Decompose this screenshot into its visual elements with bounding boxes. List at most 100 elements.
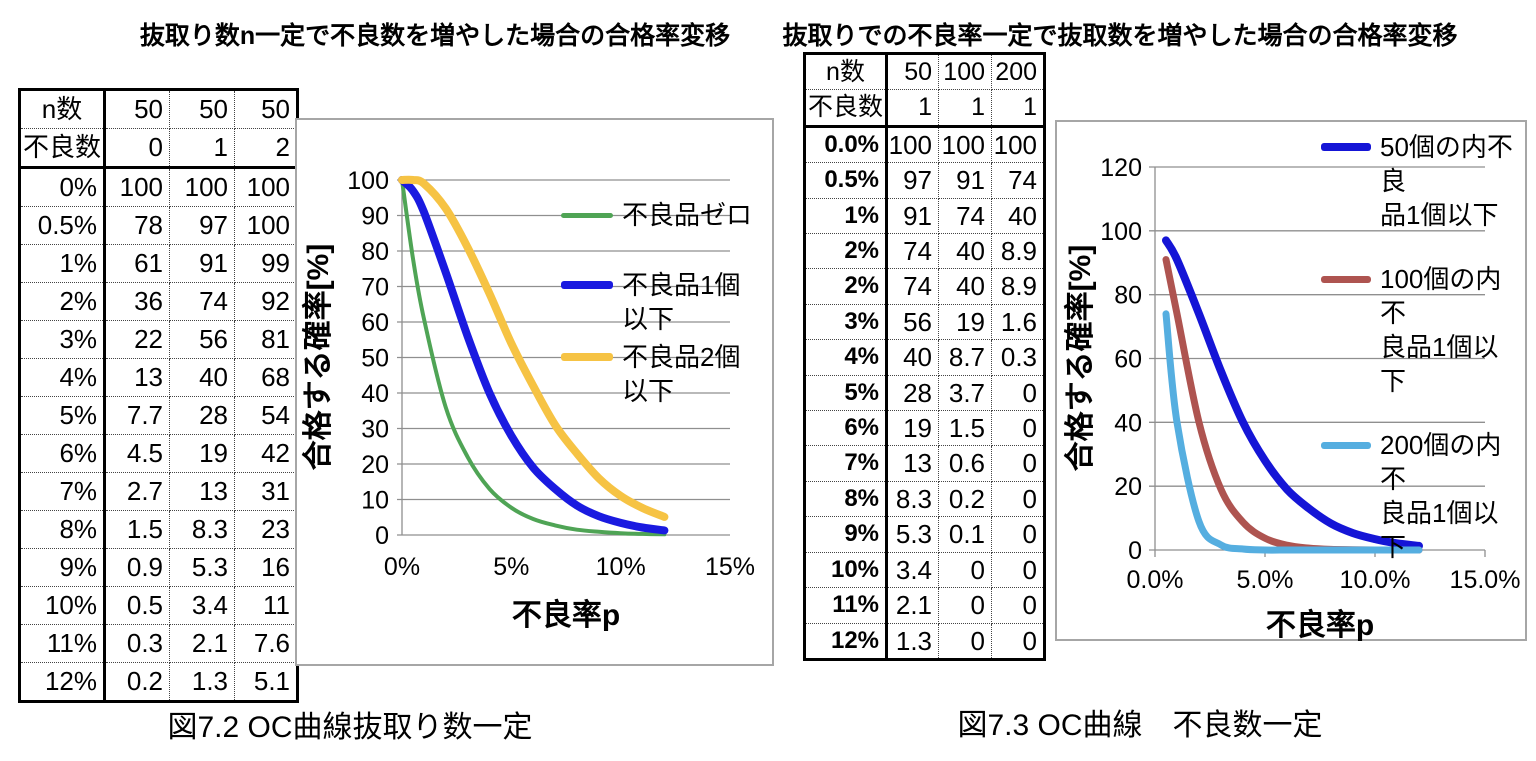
row-label-cell: 11% bbox=[18, 624, 107, 663]
table-row: 5% 28 3.7 0 bbox=[803, 374, 1046, 412]
legend-swatch bbox=[1321, 143, 1371, 151]
table-row: 1% 91 74 40 bbox=[803, 197, 1046, 235]
x-tick-label: 10% bbox=[596, 553, 646, 581]
header-label-cell: 不良数 bbox=[803, 89, 889, 128]
table-row: 5% 7.7 28 54 bbox=[18, 396, 299, 435]
table-row: 4% 13 40 68 bbox=[18, 358, 299, 397]
left-data-table: n数 50 50 50 不良数 0 1 2 0% 100 100 100 0.5% 78 97 100 1% 61… bbox=[18, 88, 300, 703]
row-label-cell: 0.5% bbox=[18, 206, 107, 245]
table-row: 0.5% 78 97 100 bbox=[18, 206, 299, 245]
value-cell: 97 bbox=[169, 206, 236, 245]
value-cell: 0 bbox=[991, 410, 1046, 447]
y-tick-label: 40 bbox=[361, 380, 389, 408]
value-cell: 0 bbox=[991, 445, 1046, 482]
legend-swatch bbox=[1321, 275, 1371, 283]
x-tick-label: 0.0% bbox=[1127, 566, 1184, 594]
table-row: 2% 74 40 8.9 bbox=[803, 233, 1046, 270]
y-tick-label: 70 bbox=[361, 274, 389, 302]
table-row: 7% 13 0.6 0 bbox=[803, 445, 1046, 482]
row-label-cell: 3% bbox=[803, 303, 889, 341]
table-header-row: n数 50 50 50 bbox=[18, 89, 299, 129]
value-cell: 1.5 bbox=[104, 510, 171, 549]
value-cell: 13 bbox=[104, 358, 171, 397]
value-cell: 54 bbox=[234, 396, 299, 435]
row-label-cell: 9% bbox=[18, 548, 107, 587]
value-cell: 1 bbox=[938, 89, 993, 128]
value-cell: 74 bbox=[886, 268, 940, 305]
x-tick-label: 15% bbox=[705, 553, 755, 581]
value-cell: 100 bbox=[938, 125, 993, 164]
y-tick-label: 30 bbox=[361, 416, 389, 444]
value-cell: 0.6 bbox=[938, 445, 993, 482]
y-tick-label: 20 bbox=[361, 451, 389, 479]
row-label-cell: 3% bbox=[18, 320, 107, 359]
value-cell: 1.5 bbox=[938, 410, 993, 447]
row-label-cell: 1% bbox=[18, 244, 107, 283]
value-cell: 19 bbox=[938, 303, 993, 341]
table-header-row: 不良数 1 1 1 bbox=[803, 89, 1046, 128]
table-row: 8% 1.5 8.3 23 bbox=[18, 510, 299, 549]
value-cell: 97 bbox=[886, 162, 940, 199]
right-figure-caption: 図7.3 OC曲線 不良数一定 bbox=[957, 709, 1323, 742]
legend-label: 不良品ゼロ bbox=[622, 200, 753, 230]
table-row: 0.5% 97 91 74 bbox=[803, 162, 1046, 199]
value-cell: 100 bbox=[991, 125, 1046, 164]
value-cell: 56 bbox=[886, 303, 940, 341]
value-cell: 36 bbox=[104, 282, 171, 321]
left-x-axis-label: 不良率p bbox=[511, 599, 621, 632]
legend-swatch bbox=[561, 353, 613, 361]
y-tick-label: 0 bbox=[1128, 537, 1142, 565]
header-label-cell: n数 bbox=[18, 89, 107, 129]
value-cell: 74 bbox=[169, 282, 236, 321]
row-label-cell: 12% bbox=[803, 622, 889, 660]
value-cell: 92 bbox=[234, 282, 299, 321]
value-cell: 81 bbox=[234, 320, 299, 359]
value-cell: 0 bbox=[991, 374, 1046, 412]
y-tick-label: 0 bbox=[375, 522, 389, 550]
legend-item: 不良品1個 以下 bbox=[561, 268, 766, 336]
value-cell: 1.3 bbox=[886, 622, 940, 660]
legend-label: 200個の内不 良品1個以下 bbox=[1380, 430, 1502, 562]
left-y-axis-label: 合格する確率[%] bbox=[302, 243, 335, 471]
table-row: 3% 22 56 81 bbox=[18, 320, 299, 359]
legend-label: 100個の内不 良品1個以下 bbox=[1380, 264, 1502, 396]
x-tick-label: 5.0% bbox=[1237, 566, 1294, 594]
value-cell: 2.7 bbox=[104, 472, 171, 511]
value-cell: 8.7 bbox=[938, 339, 993, 376]
right-chart-legend: 50個の内不良 品1個以下 100個の内不 良品1個以下 200個の内不 良品1個以… bbox=[1321, 130, 1521, 564]
value-cell: 0 bbox=[991, 622, 1046, 660]
row-label-cell: 2% bbox=[803, 233, 889, 270]
value-cell: 40 bbox=[886, 339, 940, 376]
value-cell: 61 bbox=[104, 244, 171, 283]
right-chart-title: 抜取りでの不良率一定で抜取数を増やした場合の合格率変移 bbox=[782, 22, 1458, 50]
row-label-cell: 4% bbox=[18, 358, 107, 397]
curve-50個の内不良品1個以下 bbox=[1162, 236, 1423, 550]
legend-label: 50個の内不良 品1個以下 bbox=[1380, 132, 1513, 230]
row-label-cell: 0.5% bbox=[803, 162, 889, 199]
left-chart-title: 抜取り数n一定で不良数を増やした場合の合格率変移 bbox=[139, 22, 731, 50]
y-tick-label: 10 bbox=[361, 487, 389, 515]
table-row: 11% 0.3 2.1 7.6 bbox=[18, 624, 299, 663]
curve-不良品ゼロ bbox=[400, 178, 667, 537]
y-tick-label: 60 bbox=[361, 309, 389, 337]
value-cell: 7.7 bbox=[104, 396, 171, 435]
value-cell: 0.3 bbox=[991, 339, 1046, 376]
value-cell: 40 bbox=[938, 233, 993, 270]
table-row: 11% 2.1 0 0 bbox=[803, 587, 1046, 624]
value-cell: 99 bbox=[234, 244, 299, 283]
y-tick-label: 60 bbox=[1114, 346, 1142, 374]
right-oc-chart: 0 20 40 60 80 100 120 0.0% 5.0% 10.0% 15.0% 合格する確率… bbox=[1055, 120, 1527, 642]
header-label-cell: 不良数 bbox=[18, 128, 107, 169]
row-label-cell: 8% bbox=[18, 510, 107, 549]
x-tick-label: 0% bbox=[384, 553, 420, 581]
value-cell: 5.1 bbox=[234, 662, 299, 702]
value-cell: 50 bbox=[169, 89, 236, 129]
curve-200個の内不良品1個以下 bbox=[1162, 310, 1423, 554]
legend-item: 50個の内不良 品1個以下 bbox=[1321, 130, 1521, 232]
legend-label: 不良品1個 以下 bbox=[622, 270, 741, 334]
curve-不良品2個以下 bbox=[398, 175, 669, 521]
value-cell: 91 bbox=[938, 162, 993, 199]
row-label-cell: 2% bbox=[18, 282, 107, 321]
table-row: 8% 8.3 0.2 0 bbox=[803, 480, 1046, 518]
row-label-cell: 2% bbox=[803, 268, 889, 305]
